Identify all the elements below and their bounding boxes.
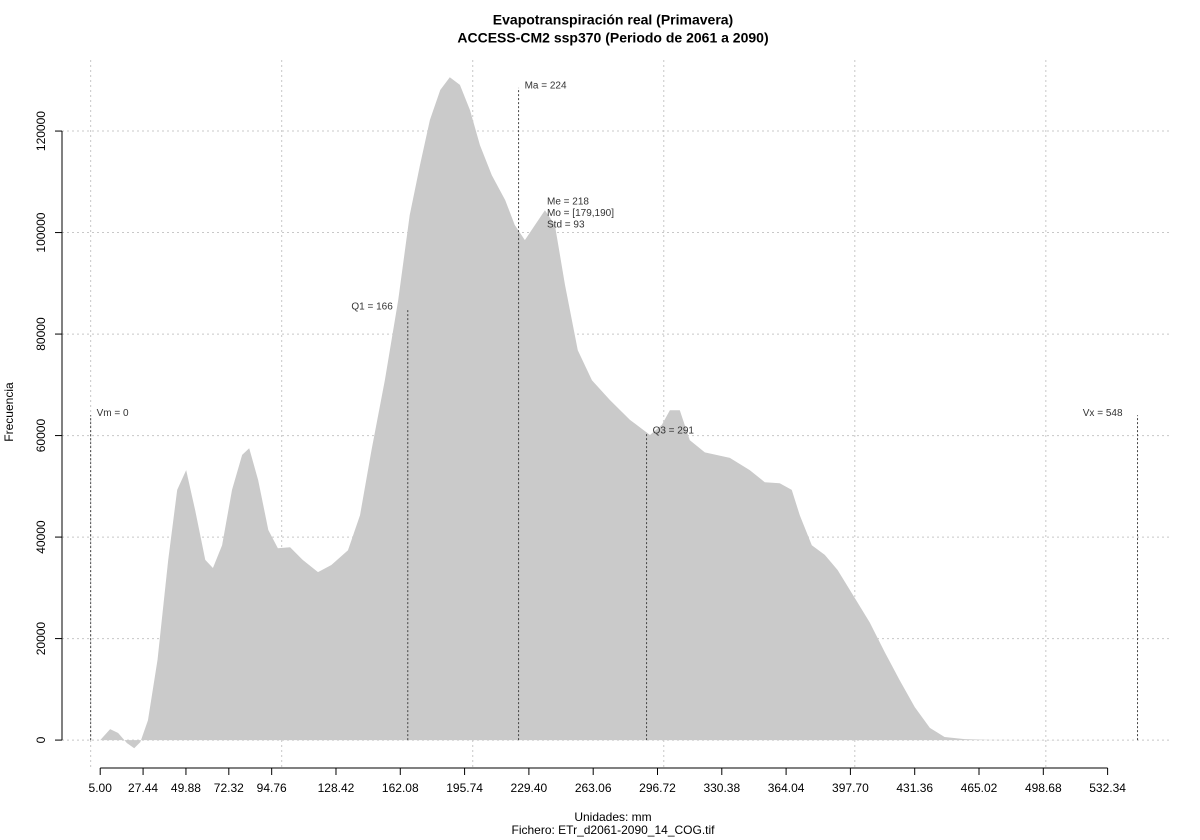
y-tick-label: 60000 [34, 419, 48, 453]
x-tick-label: 431.36 [896, 781, 933, 795]
chart-title: Evapotranspiración real (Primavera) [493, 12, 733, 28]
x-axis-label: Unidades: mm [574, 810, 651, 824]
x-tick-label: 364.04 [768, 781, 805, 795]
y-tick-label: 120000 [34, 111, 48, 151]
y-tick-label: 80000 [34, 317, 48, 351]
x-tick-label: 465.02 [961, 781, 998, 795]
stat-label: Ma = 224 [525, 81, 567, 92]
y-tick-label: 100000 [34, 212, 48, 252]
x-tick-label: 229.40 [511, 781, 548, 795]
y-tick-label: 0 [34, 736, 48, 743]
x-tick-label: 532.34 [1089, 781, 1126, 795]
density-area [100, 77, 1128, 749]
x-tick-label: 128.42 [318, 781, 355, 795]
stat-text: Me = 218 [547, 197, 589, 208]
x-tick-label: 263.06 [575, 781, 612, 795]
x-tick-label: 94.76 [257, 781, 287, 795]
x-tick-label: 296.72 [639, 781, 676, 795]
file-label: Fichero: ETr_d2061-2090_14_COG.tif [512, 823, 716, 837]
x-tick-label: 330.38 [703, 781, 740, 795]
stat-label: Q3 = 291 [653, 426, 695, 437]
y-axis-label: Frecuencia [2, 382, 16, 442]
x-tick-label: 397.70 [832, 781, 869, 795]
x-tick-label: 162.08 [382, 781, 419, 795]
x-tick-label: 5.00 [89, 781, 113, 795]
x-tick-label: 72.32 [214, 781, 244, 795]
chart-subtitle: ACCESS-CM2 ssp370 (Periodo de 2061 a 209… [457, 30, 768, 46]
stat-label: Vm = 0 [97, 408, 129, 419]
y-tick-label: 20000 [34, 622, 48, 656]
x-tick-label: 27.44 [128, 781, 158, 795]
x-tick-label: 498.68 [1025, 781, 1062, 795]
stat-text: Std = 93 [547, 220, 585, 231]
x-tick-label: 195.74 [446, 781, 483, 795]
stat-label: Vx = 548 [1083, 408, 1123, 419]
stat-label: Q1 = 166 [351, 301, 393, 312]
stat-text: Mo = [179,190] [547, 208, 614, 219]
y-tick-label: 40000 [34, 520, 48, 554]
x-tick-label: 49.88 [171, 781, 201, 795]
